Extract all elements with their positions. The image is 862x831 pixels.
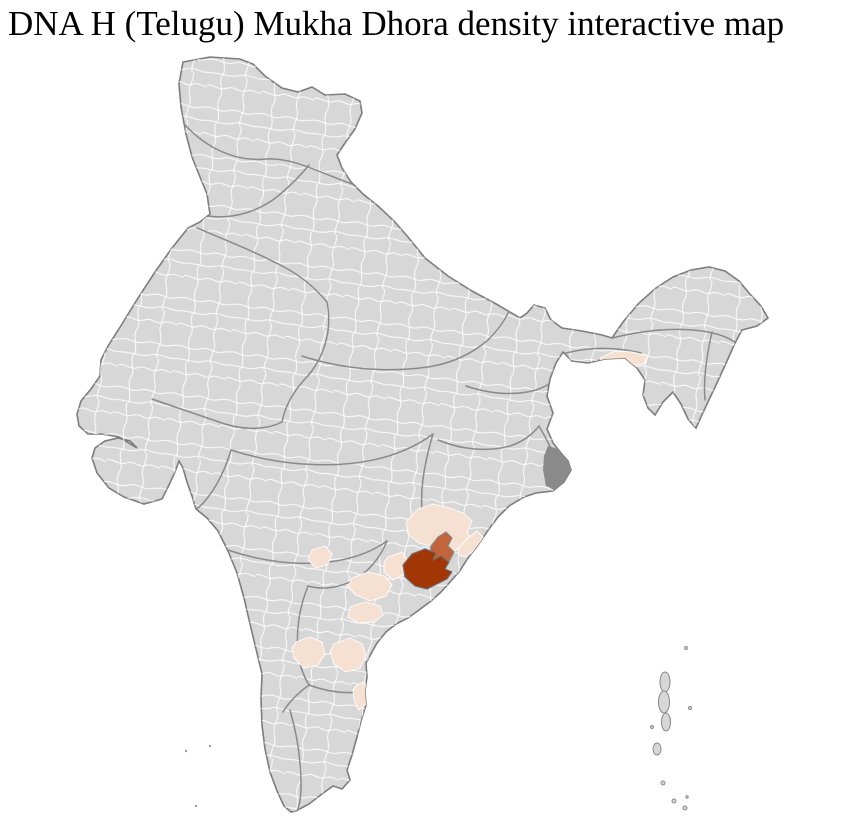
ganges-delta-shading: [543, 446, 571, 492]
district-low[interactable]: [347, 601, 384, 624]
district-low[interactable]: [329, 637, 367, 673]
district-low[interactable]: [383, 551, 409, 581]
district-density-high[interactable]: [402, 548, 453, 590]
district-low[interactable]: [291, 636, 326, 669]
district-low[interactable]: [352, 681, 369, 711]
districts-density-low[interactable]: [291, 350, 649, 711]
district-low[interactable]: [307, 545, 333, 569]
andaman-nicobar-islands[interactable]: [650, 646, 692, 811]
district-low[interactable]: [347, 571, 393, 602]
lakshadweep-islands[interactable]: [184, 744, 212, 808]
page-title: DNA H (Telugu) Mukha Dhora density inter…: [8, 4, 785, 43]
